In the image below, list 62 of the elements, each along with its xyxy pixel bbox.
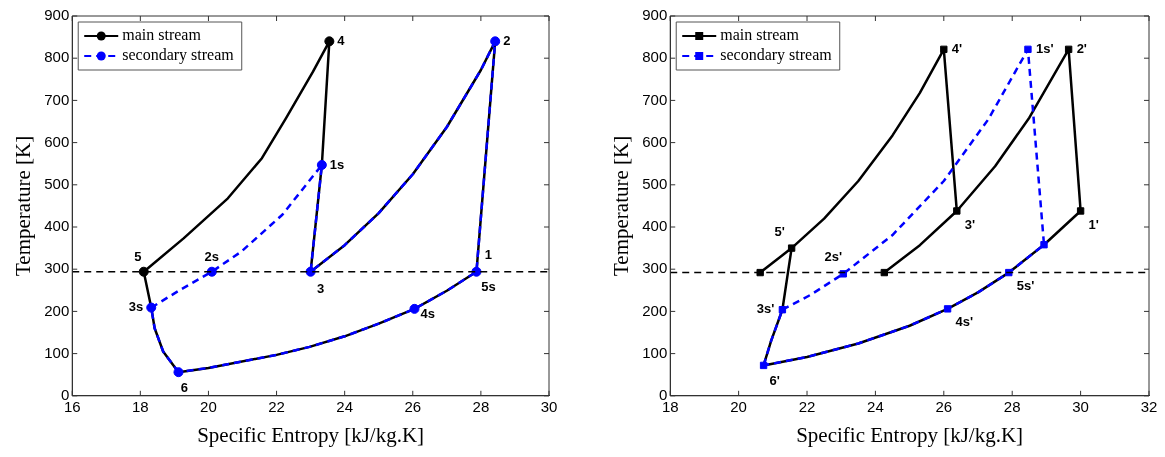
legend-label: secondary stream: [122, 46, 235, 65]
annotation: 3s': [756, 301, 775, 317]
x-tick-label: 22: [268, 397, 285, 415]
annotation: 1': [1088, 216, 1099, 232]
y-tick-label: 500: [642, 174, 668, 192]
x-tick-label: 24: [336, 397, 354, 415]
annotation: 4s: [420, 306, 435, 322]
annotation: 5s': [1016, 278, 1035, 294]
y-tick-label: 200: [44, 301, 70, 319]
annotation: 3': [964, 216, 976, 232]
x-tick-label: 30: [1072, 397, 1089, 415]
legend-label: main stream: [720, 26, 800, 44]
y-tick-label: 800: [642, 48, 668, 66]
x-axis-title: Specific Entropy [kJ/kg.K]: [197, 422, 425, 447]
x-tick-label: 24: [867, 397, 884, 415]
legend-label: secondary stream: [720, 46, 833, 65]
y-tick-label: 100: [642, 343, 668, 361]
y-tick-label: 100: [44, 343, 70, 361]
annotation: 6': [769, 372, 780, 388]
annotation: 1: [484, 247, 493, 263]
x-tick-label: 20: [730, 397, 747, 415]
y-tick-label: 200: [642, 301, 668, 319]
annotation: 6: [180, 379, 189, 395]
annotation: 1s: [329, 156, 345, 172]
y-tick-label: 700: [642, 90, 668, 108]
x-axis-title: Specific Entropy [kJ/kg.K]: [796, 422, 1024, 447]
x-tick-label: 26: [935, 397, 953, 415]
x-tick-label: 20: [200, 397, 217, 415]
annotation: 4: [337, 32, 346, 48]
y-tick-label: 700: [44, 90, 70, 108]
annotation: 5': [774, 223, 785, 239]
annotation: 3: [317, 281, 325, 297]
y-axis-title: Temperature [K]: [609, 135, 634, 276]
y-tick-label: 800: [44, 48, 70, 66]
y-tick-label: 900: [642, 6, 668, 24]
annotation: 1s': [1035, 40, 1054, 56]
y-tick-label: 300: [642, 259, 668, 277]
x-tick-label: 26: [404, 397, 422, 415]
annotation: 3s: [128, 299, 144, 315]
annotation: 2s: [204, 249, 220, 265]
y-tick-label: 900: [44, 6, 70, 24]
y-tick-label: 500: [44, 174, 70, 192]
x-tick-label: 28: [1003, 397, 1021, 415]
x-tick-label: 32: [1140, 397, 1158, 415]
annotation: 5s: [481, 279, 496, 295]
x-tick-label: 18: [131, 397, 149, 415]
y-tick-label: 300: [44, 259, 70, 277]
x-tick-label: 22: [798, 397, 816, 415]
annotation: 5: [134, 249, 142, 265]
annotation: 4s': [955, 314, 974, 330]
y-axis-title: Temperature [K]: [11, 135, 36, 276]
y-tick-label: 600: [642, 132, 668, 150]
annotation: 2: [503, 32, 511, 48]
x-tick-label: 28: [472, 397, 490, 415]
y-tick-label: 600: [44, 132, 70, 150]
annotation: 2': [1076, 40, 1087, 56]
legend-label: main stream: [122, 26, 202, 44]
y-tick-label: 400: [642, 217, 668, 235]
y-tick-label: 400: [44, 217, 70, 235]
annotation: 2s': [824, 249, 843, 265]
x-tick-label: 30: [540, 397, 558, 415]
annotation: 4': [951, 40, 963, 56]
